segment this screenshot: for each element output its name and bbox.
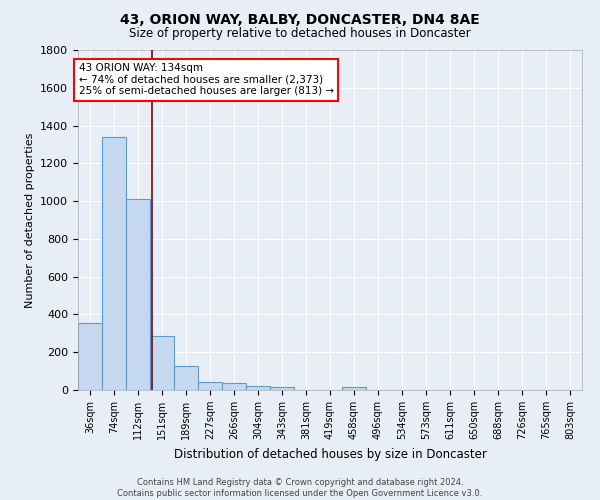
- X-axis label: Distribution of detached houses by size in Doncaster: Distribution of detached houses by size …: [173, 448, 487, 460]
- Bar: [222, 383, 246, 390]
- Bar: [78, 323, 102, 390]
- Text: 43, ORION WAY, BALBY, DONCASTER, DN4 8AE: 43, ORION WAY, BALBY, DONCASTER, DN4 8AE: [120, 12, 480, 26]
- Bar: [246, 386, 270, 390]
- Bar: [126, 199, 150, 390]
- Bar: [102, 137, 126, 390]
- Bar: [342, 387, 366, 390]
- Bar: [150, 336, 174, 390]
- Text: Size of property relative to detached houses in Doncaster: Size of property relative to detached ho…: [129, 28, 471, 40]
- Text: Contains HM Land Registry data © Crown copyright and database right 2024.
Contai: Contains HM Land Registry data © Crown c…: [118, 478, 482, 498]
- Y-axis label: Number of detached properties: Number of detached properties: [25, 132, 35, 308]
- Bar: [174, 366, 198, 390]
- Bar: [270, 386, 294, 390]
- Bar: [198, 382, 222, 390]
- Text: 43 ORION WAY: 134sqm
← 74% of detached houses are smaller (2,373)
25% of semi-de: 43 ORION WAY: 134sqm ← 74% of detached h…: [79, 63, 334, 96]
